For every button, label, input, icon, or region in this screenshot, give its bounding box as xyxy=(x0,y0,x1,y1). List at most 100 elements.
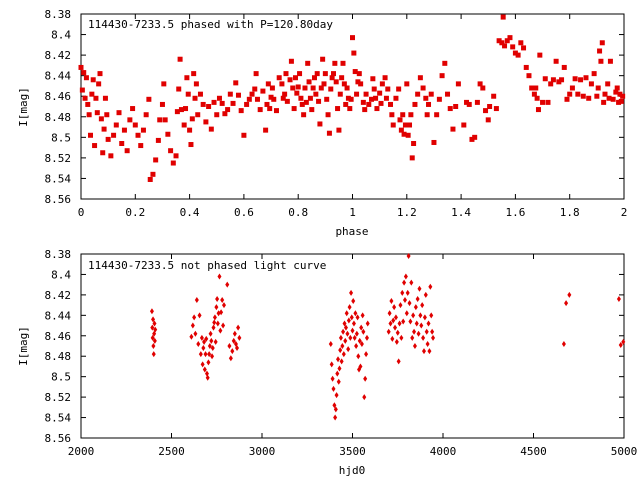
data-point xyxy=(347,106,353,112)
data-point xyxy=(257,107,263,113)
data-point xyxy=(316,98,322,104)
y-tick-label: 8.54 xyxy=(45,412,72,425)
data-point xyxy=(325,112,331,118)
data-point xyxy=(397,320,402,327)
data-point xyxy=(510,44,516,50)
data-point xyxy=(402,122,408,128)
data-point xyxy=(332,402,337,409)
y-tick-label: 8.5 xyxy=(51,371,71,384)
data-point xyxy=(344,85,350,91)
data-point xyxy=(343,337,348,344)
data-point xyxy=(83,75,89,81)
data-point xyxy=(336,356,341,363)
data-point xyxy=(393,95,399,101)
data-point xyxy=(401,131,407,137)
data-point xyxy=(364,334,369,341)
x-tick-label: 5000 xyxy=(611,445,638,458)
data-point xyxy=(392,304,397,311)
data-point xyxy=(474,99,480,105)
data-point xyxy=(534,95,540,101)
data-point xyxy=(221,322,226,329)
data-point xyxy=(191,71,197,77)
data-point xyxy=(352,334,357,341)
data-point xyxy=(410,334,415,341)
data-point xyxy=(346,346,351,353)
data-point xyxy=(386,328,391,335)
data-point xyxy=(504,38,510,44)
data-point xyxy=(195,112,201,118)
data-point xyxy=(564,300,569,307)
data-point xyxy=(370,76,376,82)
data-point xyxy=(342,320,347,327)
data-point xyxy=(341,351,346,358)
data-point xyxy=(204,335,209,342)
data-point xyxy=(292,75,298,81)
data-point xyxy=(420,302,425,309)
data-point xyxy=(339,358,344,365)
data-point xyxy=(597,48,603,54)
data-point xyxy=(394,338,399,345)
y-tick-label: 8.42 xyxy=(45,289,72,302)
data-point xyxy=(414,320,419,327)
data-point xyxy=(140,127,146,133)
data-point xyxy=(374,106,380,112)
data-point xyxy=(235,345,240,352)
data-point xyxy=(237,334,242,341)
data-point xyxy=(291,106,297,112)
data-point xyxy=(328,340,333,347)
data-point xyxy=(354,343,359,349)
data-point xyxy=(373,95,379,101)
x-tick-label: 0.8 xyxy=(288,206,308,219)
data-point xyxy=(387,310,392,317)
data-point xyxy=(222,111,228,117)
data-point xyxy=(333,406,338,413)
data-point xyxy=(313,91,319,97)
data-point xyxy=(561,64,567,70)
y-tick-label: 8.44 xyxy=(45,70,72,83)
data-point xyxy=(111,132,117,138)
data-point xyxy=(260,88,266,94)
data-point xyxy=(344,310,349,317)
data-point xyxy=(388,101,394,107)
data-point xyxy=(362,394,367,401)
data-point xyxy=(439,73,445,79)
data-points xyxy=(78,14,626,182)
data-point xyxy=(93,95,99,101)
data-point xyxy=(351,320,356,327)
data-point xyxy=(298,95,304,101)
data-point xyxy=(572,76,578,82)
data-point xyxy=(359,324,364,331)
data-point xyxy=(469,136,475,142)
data-point xyxy=(174,109,180,115)
data-point xyxy=(383,95,389,101)
data-point xyxy=(583,75,589,81)
data-point xyxy=(595,85,601,91)
data-point xyxy=(246,96,252,102)
data-point xyxy=(267,106,273,112)
data-point xyxy=(305,60,311,66)
data-point xyxy=(188,142,194,148)
data-point xyxy=(409,155,415,161)
data-point xyxy=(411,312,416,319)
data-point xyxy=(461,122,467,128)
data-point xyxy=(204,370,209,377)
data-point xyxy=(485,117,491,123)
data-point xyxy=(147,176,153,182)
data-point xyxy=(192,314,197,321)
data-point xyxy=(406,253,411,260)
data-point xyxy=(396,86,402,92)
data-point xyxy=(90,77,96,83)
data-point xyxy=(273,108,279,114)
data-point xyxy=(491,93,497,99)
data-point xyxy=(189,333,194,340)
data-point xyxy=(309,107,315,113)
data-point xyxy=(356,353,361,360)
data-point xyxy=(236,324,241,331)
data-point xyxy=(569,85,575,91)
data-point xyxy=(349,289,354,296)
data-point xyxy=(360,99,366,105)
data-point xyxy=(598,58,604,64)
x-tick-label: 1.4 xyxy=(451,206,471,219)
data-point xyxy=(310,85,316,91)
